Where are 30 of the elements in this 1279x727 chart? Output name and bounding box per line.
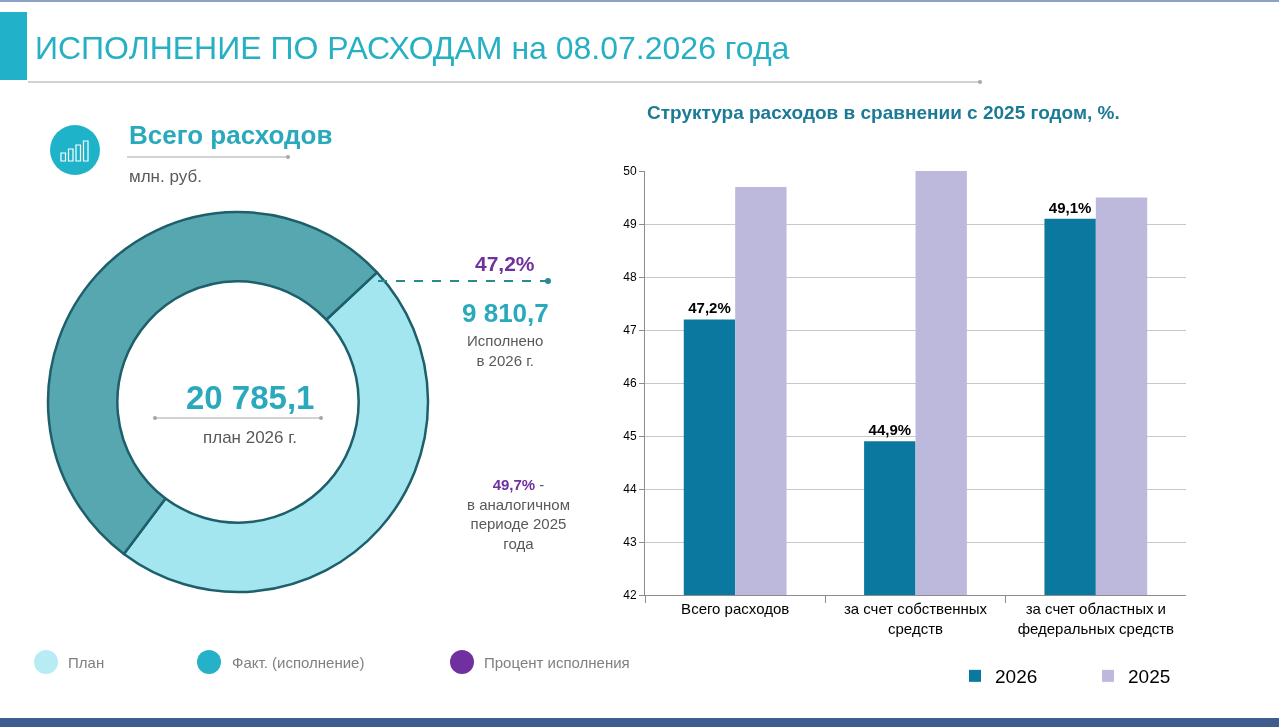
chart-title: ИСПОЛНЕНИЕ ПО РАСХОДАМ на 08.07.2026 года — [35, 30, 790, 66]
text: 47,2% — [475, 252, 535, 275]
text: 9 810,7 — [462, 298, 549, 328]
data-label: 47,2% — [688, 299, 731, 317]
data-label: 49,1% — [1048, 198, 1092, 216]
x-tick-label: за счет областных и федеральных средств — [1017, 600, 1175, 637]
legend-label: 2025 — [1128, 666, 1171, 688]
y-tick-label: 48 — [623, 270, 637, 285]
legend-label: 2026 — [995, 666, 1038, 688]
y-tick-label: 42 — [623, 588, 637, 603]
y-tick-label: 47 — [623, 323, 637, 338]
text: 20 785,1 — [186, 379, 315, 416]
x-tick-label: Всего расходов — [681, 600, 790, 617]
y-tick-label: 44 — [623, 482, 637, 497]
chart-subtitle: Всего расходов — [129, 120, 333, 150]
text: млн. руб. — [129, 167, 202, 186]
y-tick-label: 45 — [623, 429, 637, 444]
text: 49,7% - в аналогичном периоде 2025 года — [467, 476, 570, 552]
y-tick-label: 43 — [623, 535, 637, 550]
y-tick-label: 49 — [623, 217, 637, 232]
y-tick-label: 50 — [623, 164, 637, 179]
text: План — [68, 654, 105, 671]
text: Факт. (исполнение) — [232, 654, 365, 671]
y-tick-label: 46 — [623, 376, 637, 391]
text: Исполнено в 2026 г. — [467, 332, 544, 369]
data-label: 44,9% — [868, 421, 912, 439]
text: план 2026 г. — [203, 428, 298, 447]
chart-title: Структура расходов в сравнении с 2025 годом, %. — [647, 102, 1120, 123]
x-tick-label: за счет собственных средств — [843, 600, 988, 637]
text: Процент исполнения — [484, 654, 630, 671]
